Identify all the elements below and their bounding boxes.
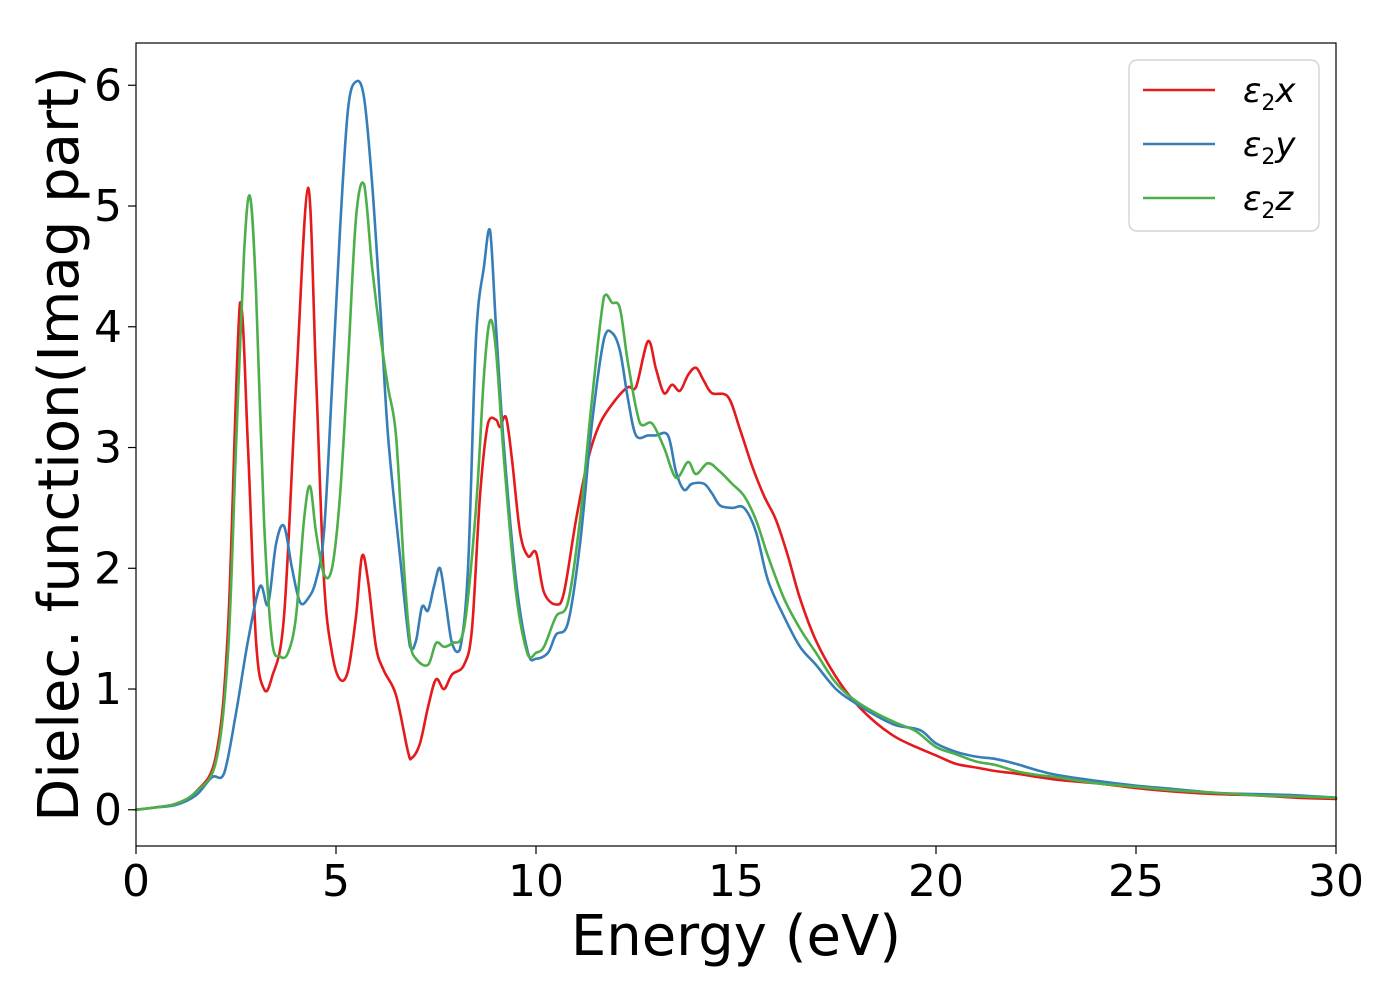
x-axis-label: Energy (eV) bbox=[571, 904, 901, 969]
x-tick-label: 30 bbox=[1308, 856, 1364, 907]
ticks-layer: 0 5 10 15 20 25 30 0 1 2 3 4 5 6 bbox=[94, 60, 1364, 907]
legend: ε2x ε2y ε2z bbox=[1128, 59, 1320, 232]
series-line-x bbox=[134, 186, 1338, 812]
y-axis-label: Dielec. function(Imag part) bbox=[27, 66, 92, 822]
x-tick-label: 10 bbox=[508, 856, 564, 907]
x-tick-label: 20 bbox=[908, 856, 964, 907]
y-tick-label: 3 bbox=[94, 423, 122, 474]
legend-label-x: ε2x bbox=[1243, 71, 1296, 116]
y-tick-label: 5 bbox=[94, 181, 122, 232]
legend-frame bbox=[1128, 59, 1320, 232]
y-tick-label: 4 bbox=[94, 302, 122, 353]
x-tick-label: 25 bbox=[1108, 856, 1164, 907]
series-line-z bbox=[134, 181, 1338, 812]
legend-entries: ε2x ε2y ε2z bbox=[1143, 71, 1296, 224]
x-tick-label: 5 bbox=[322, 856, 350, 907]
legend-label-z: ε2z bbox=[1243, 179, 1294, 224]
y-tick-label: 1 bbox=[94, 664, 122, 715]
y-tick-label: 0 bbox=[94, 785, 122, 836]
legend-label-y: ε2y bbox=[1243, 125, 1296, 170]
y-tick-label: 2 bbox=[94, 543, 122, 594]
x-tick-label: 15 bbox=[708, 856, 764, 907]
series-layer bbox=[134, 79, 1338, 812]
y-tick-label: 6 bbox=[94, 60, 122, 111]
x-tick-label: 0 bbox=[122, 856, 150, 907]
